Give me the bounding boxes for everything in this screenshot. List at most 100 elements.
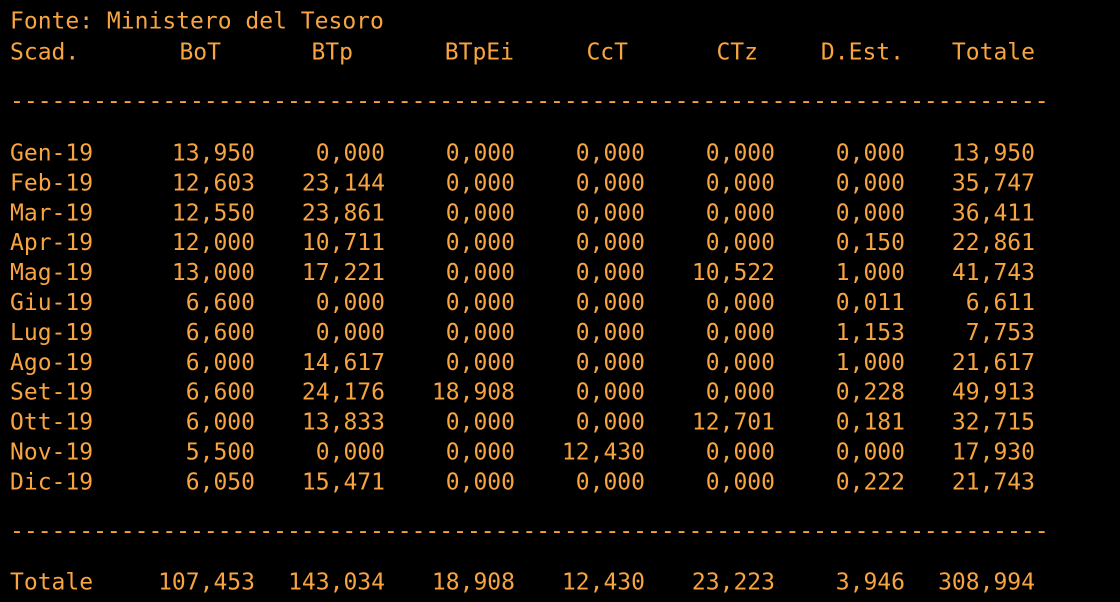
totals-cell: 107,453 xyxy=(158,570,255,596)
row-cell: 12,701 xyxy=(692,410,775,436)
row-cell: 0,000 xyxy=(576,170,645,196)
row-label: Lug-19 xyxy=(10,320,93,346)
column-header: CTz xyxy=(716,40,758,66)
totals-cell: 12,430 xyxy=(562,570,645,596)
row-cell: 0,000 xyxy=(706,230,775,256)
column-header: BTpEi xyxy=(445,40,514,66)
row-cell: 0,000 xyxy=(836,200,905,226)
row-cell: 0,000 xyxy=(706,200,775,226)
row-cell: 7,753 xyxy=(966,320,1035,346)
row-cell: 13,833 xyxy=(302,410,385,436)
row-cell: 49,913 xyxy=(952,380,1035,406)
row-label: Gen-19 xyxy=(10,141,93,167)
column-header: Scad. xyxy=(10,40,79,66)
row-cell: 0,000 xyxy=(706,170,775,196)
row-cell: 0,000 xyxy=(316,320,385,346)
row-cell: 36,411 xyxy=(952,200,1035,226)
totals-cell: 3,946 xyxy=(836,570,905,596)
row-cell: 6,600 xyxy=(186,290,255,316)
separator: ----------------------------------------… xyxy=(10,519,1049,545)
separator: ----------------------------------------… xyxy=(10,89,1049,115)
row-cell: 24,176 xyxy=(302,380,385,406)
row-cell: 0,000 xyxy=(836,141,905,167)
row-cell: 0,000 xyxy=(706,141,775,167)
row-cell: 0,228 xyxy=(836,380,905,406)
row-cell: 0,000 xyxy=(576,320,645,346)
row-cell: 22,861 xyxy=(952,230,1035,256)
row-cell: 0,000 xyxy=(706,320,775,346)
row-cell: 0,000 xyxy=(446,290,515,316)
row-cell: 32,715 xyxy=(952,410,1035,436)
row-cell: 0,222 xyxy=(836,469,905,495)
row-cell: 21,743 xyxy=(952,469,1035,495)
row-cell: 12,000 xyxy=(172,230,255,256)
row-cell: 0,000 xyxy=(446,260,515,286)
row-label: Dic-19 xyxy=(10,469,93,495)
row-cell: 35,747 xyxy=(952,170,1035,196)
column-header: CcT xyxy=(586,40,628,66)
row-cell: 0,000 xyxy=(576,200,645,226)
row-label: Ago-19 xyxy=(10,350,93,376)
row-cell: 10,522 xyxy=(692,260,775,286)
source-line: Fonte: Ministero del Tesoro xyxy=(10,9,384,35)
column-header: BoT xyxy=(179,40,221,66)
row-cell: 0,181 xyxy=(836,410,905,436)
row-cell: 6,600 xyxy=(186,320,255,346)
row-cell: 0,000 xyxy=(316,290,385,316)
row-cell: 21,617 xyxy=(952,350,1035,376)
row-cell: 0,000 xyxy=(446,320,515,346)
row-cell: 0,000 xyxy=(706,290,775,316)
row-cell: 6,000 xyxy=(186,350,255,376)
row-cell: 6,611 xyxy=(966,290,1035,316)
row-label: Mar-19 xyxy=(10,200,93,226)
column-header: D.Est. xyxy=(821,40,904,66)
row-cell: 0,011 xyxy=(836,290,905,316)
row-cell: 0,000 xyxy=(446,170,515,196)
row-cell: 0,000 xyxy=(576,380,645,406)
row-cell: 12,603 xyxy=(172,170,255,196)
row-cell: 0,000 xyxy=(836,440,905,466)
row-cell: 18,908 xyxy=(432,380,515,406)
row-cell: 0,000 xyxy=(316,141,385,167)
row-cell: 15,471 xyxy=(302,469,385,495)
totals-cell: 18,908 xyxy=(432,570,515,596)
row-cell: 1,000 xyxy=(836,350,905,376)
row-cell: 0,150 xyxy=(836,230,905,256)
row-cell: 0,000 xyxy=(576,260,645,286)
row-cell: 17,221 xyxy=(302,260,385,286)
row-cell: 0,000 xyxy=(446,440,515,466)
totals-cell: 308,994 xyxy=(938,570,1035,596)
row-cell: 0,000 xyxy=(446,230,515,256)
row-cell: 13,950 xyxy=(952,141,1035,167)
row-label: Ott-19 xyxy=(10,410,93,436)
row-cell: 0,000 xyxy=(576,410,645,436)
row-cell: 12,550 xyxy=(172,200,255,226)
row-cell: 41,743 xyxy=(952,260,1035,286)
row-label: Giu-19 xyxy=(10,290,93,316)
row-cell: 13,000 xyxy=(172,260,255,286)
row-cell: 0,000 xyxy=(706,469,775,495)
row-cell: 0,000 xyxy=(576,469,645,495)
row-cell: 0,000 xyxy=(706,350,775,376)
row-cell: 0,000 xyxy=(706,380,775,406)
row-cell: 0,000 xyxy=(446,141,515,167)
row-cell: 0,000 xyxy=(576,230,645,256)
row-cell: 23,144 xyxy=(302,170,385,196)
row-label: Nov-19 xyxy=(10,440,93,466)
row-cell: 0,000 xyxy=(706,440,775,466)
row-cell: 0,000 xyxy=(576,350,645,376)
row-cell: 0,000 xyxy=(446,469,515,495)
row-cell: 0,000 xyxy=(576,141,645,167)
row-cell: 14,617 xyxy=(302,350,385,376)
row-cell: 0,000 xyxy=(446,410,515,436)
row-label: Set-19 xyxy=(10,380,93,406)
row-cell: 0,000 xyxy=(836,170,905,196)
row-label: Apr-19 xyxy=(10,230,93,256)
row-cell: 17,930 xyxy=(952,440,1035,466)
row-label: Mag-19 xyxy=(10,260,93,286)
totals-cell: 23,223 xyxy=(692,570,775,596)
row-cell: 0,000 xyxy=(576,290,645,316)
row-cell: 10,711 xyxy=(302,230,385,256)
row-cell: 5,500 xyxy=(186,440,255,466)
